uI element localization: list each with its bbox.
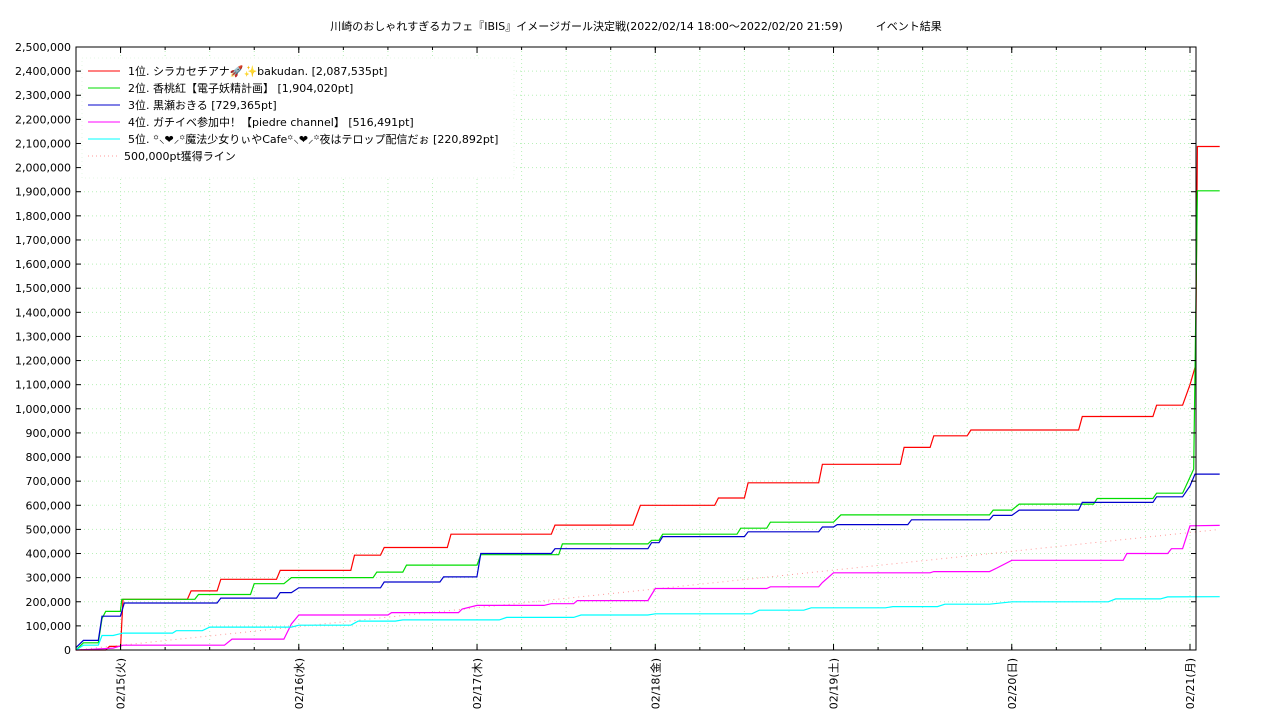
legend-entry: 500,000pt獲得ライン bbox=[124, 150, 236, 163]
y-tick-label: 1,200,000 bbox=[15, 355, 71, 368]
legend-entry: 5位. ꙳⸜❤︎⸝꙳魔法少女りぃやCafe꙳⸜❤︎⸝꙳夜はテロップ配信だぉ [2… bbox=[128, 132, 498, 146]
y-tick-label: 600,000 bbox=[26, 499, 72, 512]
y-tick-label: 1,500,000 bbox=[15, 282, 71, 295]
y-tick-label: 1,800,000 bbox=[15, 210, 71, 223]
x-tick-label: 02/20(日) bbox=[1006, 658, 1019, 709]
y-tick-label: 1,000,000 bbox=[15, 403, 71, 416]
series-line-3 bbox=[75, 473, 1220, 649]
y-tick-label: 1,300,000 bbox=[15, 330, 71, 343]
x-axis: 02/15(火) 02/16(水) 02/17(木) 02/18(金) 02/19(土)… bbox=[115, 47, 1197, 709]
y-tick-label: 1,700,000 bbox=[15, 234, 71, 247]
chart-title: 川崎のおしゃれすぎるカフェ『IBIS』イメージガール決定戦(2022/02/14… bbox=[330, 19, 942, 33]
y-tick-label: 100,000 bbox=[26, 620, 72, 633]
x-tick-label: 02/16(水) bbox=[293, 658, 306, 709]
legend-entry: 2位. 香桃紅【電子妖精計画】 [1,904,020pt] bbox=[128, 81, 353, 95]
series-line-4 bbox=[75, 524, 1220, 651]
y-tick-label: 1,100,000 bbox=[15, 379, 71, 392]
legend-box bbox=[81, 57, 515, 179]
y-tick-label: 700,000 bbox=[26, 475, 72, 488]
y-tick-label: 2,100,000 bbox=[15, 137, 71, 150]
x-tick-label: 02/21(月) bbox=[1184, 658, 1197, 709]
y-tick-label: 2,200,000 bbox=[15, 113, 71, 126]
threshold-layer bbox=[75, 528, 1220, 651]
series-line-5 bbox=[75, 596, 1220, 651]
legend-entry: 1位. シラカセチアナ🚀✨bakudan. [2,087,535pt] bbox=[128, 64, 387, 78]
series-line-1 bbox=[76, 145, 1220, 651]
y-tick-label: 2,000,000 bbox=[15, 162, 71, 175]
x-tick-label: 02/17(木) bbox=[471, 658, 484, 709]
y-tick-label: 1,400,000 bbox=[15, 306, 71, 319]
y-tick-label: 1,600,000 bbox=[15, 258, 71, 271]
y-axis: 0 100,000 200,000 300,000 400,000 500,000 600,… bbox=[15, 41, 1196, 657]
legend-entry: 3位. 黒瀬おきる [729,365pt] bbox=[128, 98, 277, 112]
x-tick-label: 02/15(火) bbox=[115, 658, 128, 709]
x-tick-label: 02/19(土) bbox=[828, 658, 841, 709]
y-tick-label: 2,500,000 bbox=[15, 41, 71, 54]
series-line-6 bbox=[75, 528, 1220, 651]
y-tick-label: 900,000 bbox=[26, 427, 72, 440]
legend-entry: 4位. ガチイベ参加中！【piedre channel】 [516,491pt] bbox=[128, 115, 414, 129]
y-tick-label: 1,900,000 bbox=[15, 186, 71, 199]
y-tick-label: 2,300,000 bbox=[15, 89, 71, 102]
y-tick-label: 400,000 bbox=[26, 548, 72, 561]
y-tick-label: 300,000 bbox=[26, 572, 72, 585]
y-tick-label: 0 bbox=[64, 644, 71, 657]
plot-frame bbox=[75, 46, 1197, 651]
y-tick-label: 200,000 bbox=[26, 596, 72, 609]
y-tick-label: 800,000 bbox=[26, 451, 72, 464]
x-tick-label: 02/18(金) bbox=[648, 658, 662, 709]
series-layer bbox=[75, 145, 1220, 651]
series-line-2 bbox=[75, 190, 1220, 651]
y-tick-label: 500,000 bbox=[26, 523, 72, 536]
y-tick-label: 2,400,000 bbox=[15, 65, 71, 78]
legend: 1位. シラカセチアナ🚀✨bakudan. [2,087,535pt] 2位. 香… bbox=[81, 57, 515, 179]
